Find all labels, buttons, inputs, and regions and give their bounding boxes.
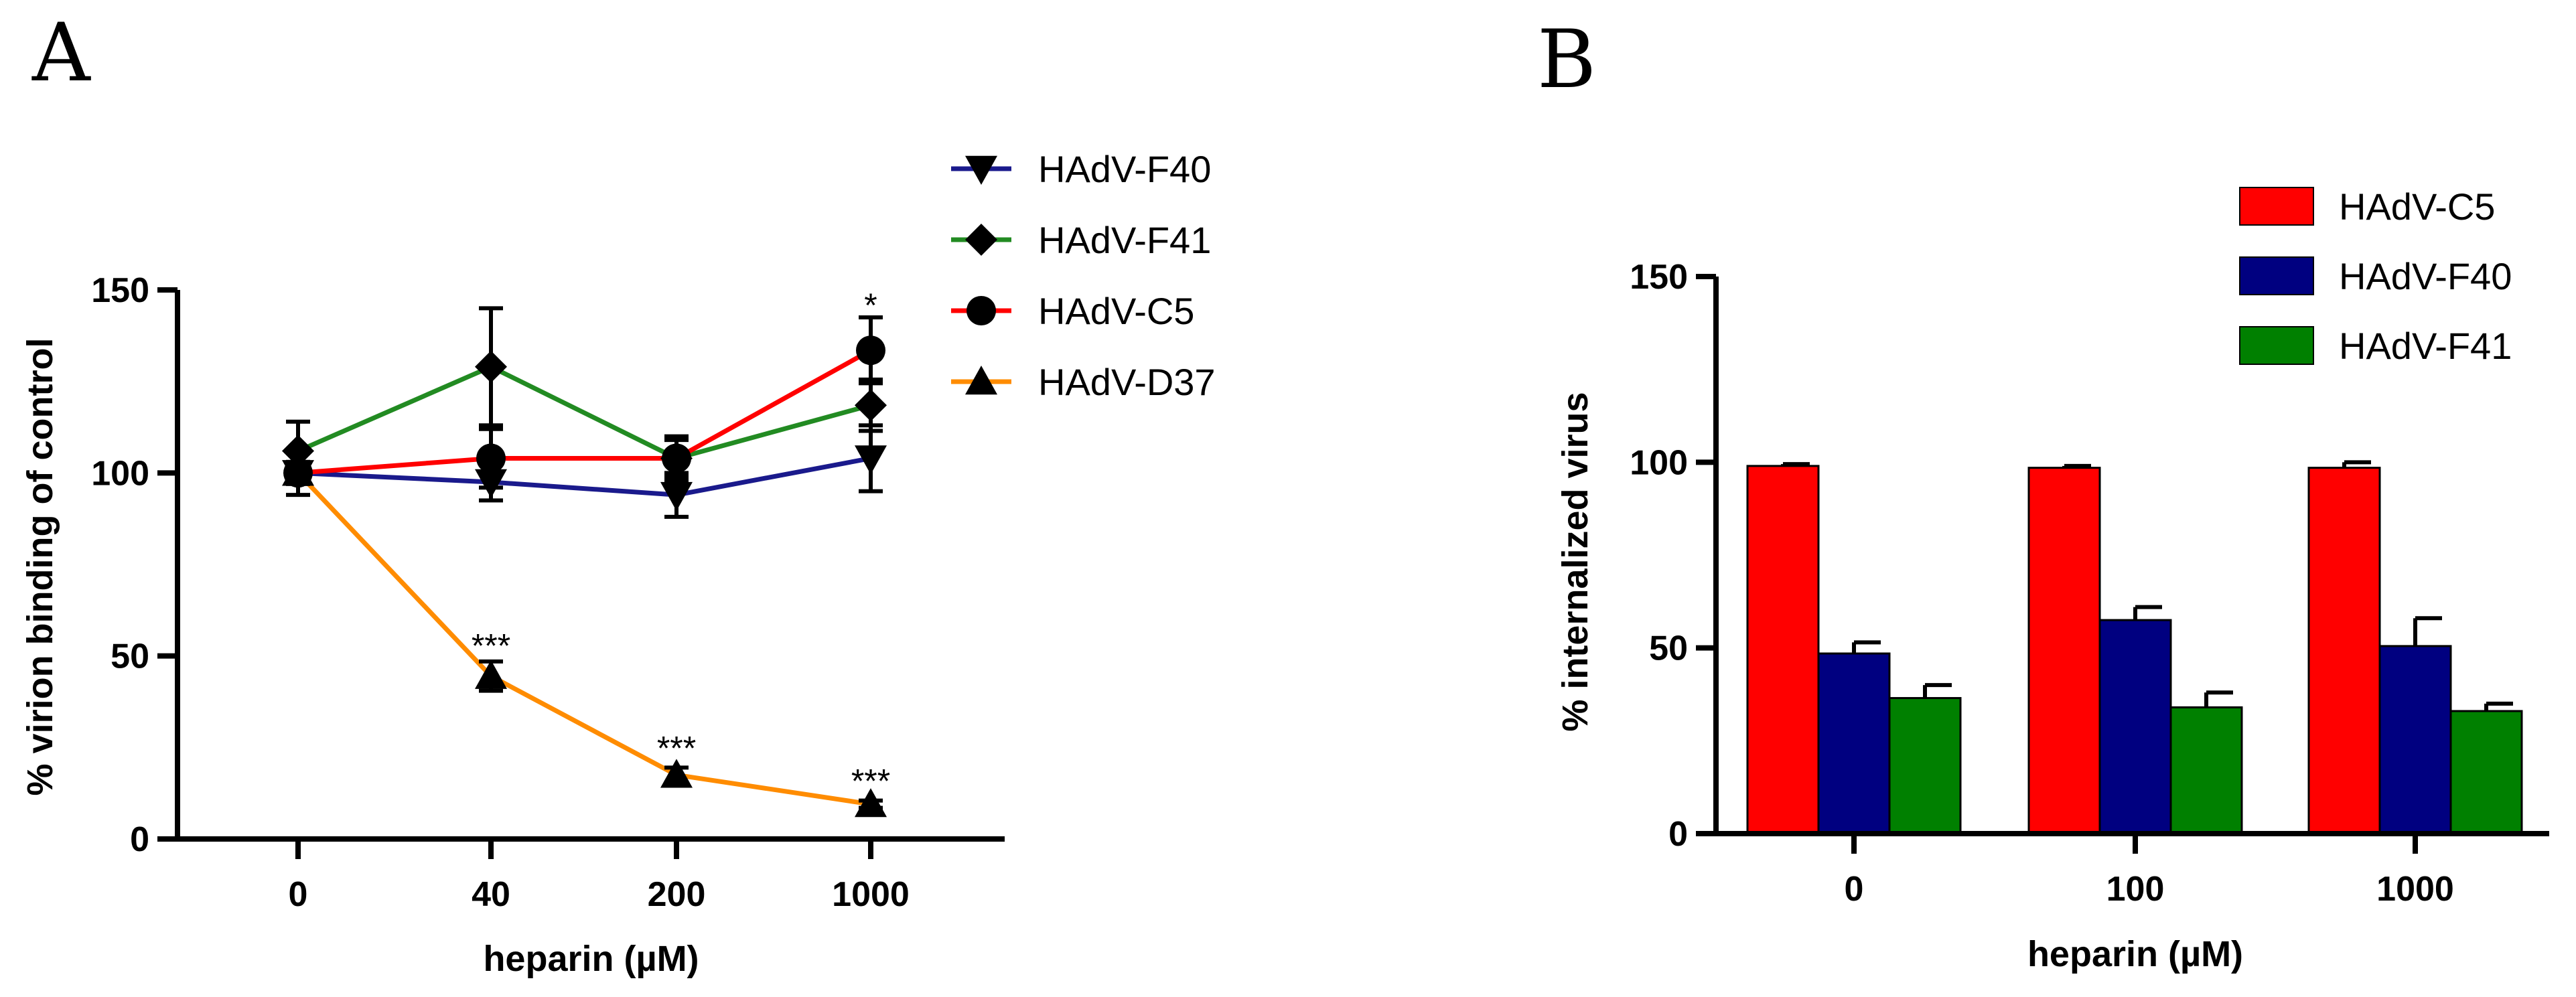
legend-swatch (2239, 256, 2314, 295)
data-point (282, 435, 314, 467)
series-line-hadv-c5 (297, 348, 872, 475)
y-tick-label: 50 (111, 637, 149, 676)
chart-b: 0 50 100 150 0 100 1000 heparin (µM) % internali… (1555, 185, 2549, 974)
legend-marker (965, 224, 997, 256)
x-tick-label: 100 (2106, 870, 2165, 909)
y-axis-title: % virion binding of control (20, 338, 60, 796)
legend-label: HAdV-C5 (2339, 185, 2495, 228)
bar-hadv-f40 (2378, 645, 2452, 835)
panel-label-b: B (1537, 13, 1596, 106)
bar-hadv-f41 (2449, 710, 2523, 835)
data-point (856, 335, 885, 366)
data-point (475, 350, 507, 383)
significance-annotation: *** (472, 627, 510, 664)
series-line-hadv-d37 (296, 471, 871, 807)
legend-marker (965, 155, 997, 185)
data-point (855, 445, 887, 475)
data-point (660, 759, 693, 788)
x-tick-label: 0 (1845, 870, 1864, 909)
legend-swatch (2239, 187, 2314, 226)
legend-label: HAdV-F41 (1038, 219, 1211, 261)
y-tick-label: 100 (1630, 443, 1688, 482)
significance-annotation: *** (657, 729, 696, 767)
y-tick-label: 150 (91, 271, 149, 310)
data-point (282, 457, 314, 486)
legend-label: HAdV-D37 (1038, 361, 1216, 403)
data-point (660, 481, 693, 512)
chart-a: 0 50 100 150 0 40 200 1000 heparin (µM) % virion … (20, 148, 1216, 979)
y-tick-label: 150 (1630, 258, 1688, 297)
bar-hadv-f41 (2169, 706, 2243, 835)
significance-annotation: *** (851, 763, 890, 800)
legend-label: HAdV-F40 (2339, 255, 2512, 297)
x-axis-title: heparin (µM) (2027, 934, 2243, 974)
legend-swatch (2239, 326, 2314, 365)
bar-hadv-f40 (1817, 652, 1891, 835)
panel-label-a: A (31, 7, 91, 100)
data-point (476, 443, 506, 473)
x-axis-title: heparin (µM) (483, 939, 699, 979)
x-tick-label: 0 (289, 875, 308, 914)
series-line-hadv-f40 (297, 456, 871, 497)
significance-annotation: * (864, 287, 877, 324)
data-point (475, 660, 507, 689)
y-tick-label: 50 (1649, 629, 1688, 668)
y-axis-title: % internalized virus (1555, 392, 1595, 731)
x-tick-label: 200 (648, 875, 706, 914)
x-tick-label: 40 (472, 875, 510, 914)
series-line-hadv-f41 (297, 364, 871, 461)
bar-hadv-c5 (1746, 465, 1820, 835)
legend-label: HAdV-F40 (1038, 148, 1211, 190)
bar-hadv-c5 (2027, 467, 2101, 835)
data-point (855, 389, 887, 422)
legend-label: HAdV-C5 (1038, 290, 1194, 332)
x-tick-label: 1000 (2376, 870, 2454, 909)
legend-marker (965, 366, 997, 395)
y-tick-label: 0 (130, 820, 149, 859)
data-point (662, 443, 691, 473)
data-point (855, 788, 887, 818)
x-tick-label: 1000 (832, 875, 910, 914)
bar-hadv-f41 (1888, 697, 1962, 835)
legend-marker (967, 296, 996, 325)
bar-hadv-f40 (2098, 619, 2172, 835)
y-tick-label: 0 (1668, 815, 1688, 854)
y-tick-label: 100 (91, 454, 149, 493)
legend-label: HAdV-F41 (2339, 325, 2512, 367)
bar-hadv-c5 (2307, 467, 2381, 835)
